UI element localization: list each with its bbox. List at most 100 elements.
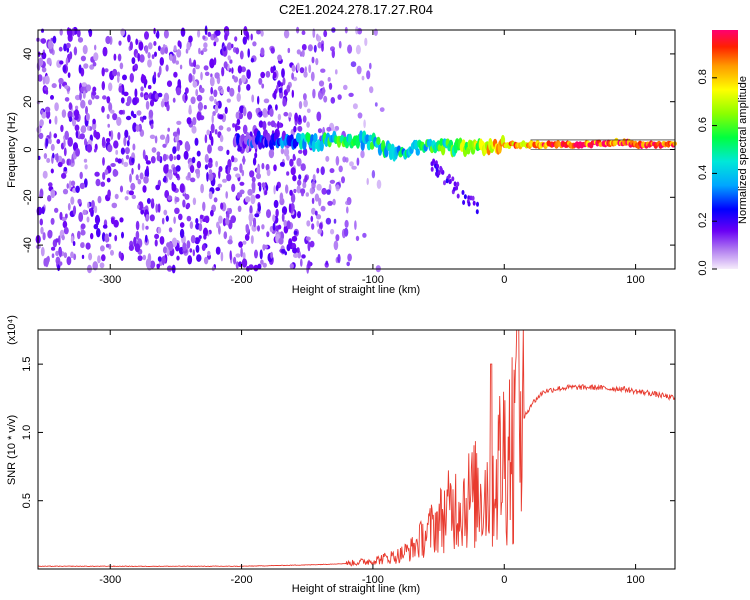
noise-blob [163,209,168,216]
noise-blob [273,199,279,209]
noise-blob [201,244,206,251]
noise-blob [277,113,282,121]
noise-blob [316,167,320,174]
noise-blob [44,75,50,85]
noise-blob [171,183,177,192]
noise-blob [43,153,48,159]
noise-blob [260,30,264,37]
noise-blob [202,201,206,212]
noise-blob [135,124,140,132]
noise-blob [269,225,274,233]
noise-blob [235,261,239,269]
noise-blob [266,209,271,219]
noise-blob [140,86,144,92]
noise-blob [254,249,258,259]
noise-blob [219,134,224,143]
noise-blob [251,176,256,183]
noise-blob [61,172,67,179]
noise-blob [100,245,105,252]
noise-blob [247,111,253,120]
noise-blob [147,52,151,59]
noise-blob [356,65,362,75]
noise-blob [345,200,351,206]
noise-blob [196,160,202,169]
noise-blob [247,48,250,58]
noise-blob [313,44,317,53]
noise-blob [58,46,63,52]
noise-blob [276,84,279,91]
noise-blob [146,198,151,204]
noise-blob [159,134,166,140]
noise-blob [144,154,149,162]
spectrogram-ridge [232,130,677,215]
noise-blob [72,241,76,246]
ridge-tail-blob [467,201,471,207]
noise-blob [41,66,47,73]
noise-blob [63,139,66,148]
noise-blob [144,234,148,243]
noise-blob [163,29,169,39]
noise-blob [249,205,253,215]
noise-blob [55,152,59,163]
noise-blob [242,106,247,117]
noise-blob [68,116,73,122]
noise-blob [215,160,219,168]
noise-blob [258,184,262,192]
noise-blob [101,105,105,113]
noise-blob [93,148,97,153]
noise-blob [315,214,322,220]
noise-blob [102,46,108,57]
noise-blob [266,231,270,238]
noise-blob [156,263,160,268]
noise-blob [374,102,378,107]
noise-blob [239,163,243,174]
noise-blob [192,117,197,126]
noise-blob [93,223,99,230]
noise-blob [69,51,73,60]
noise-blob [305,236,311,241]
noise-blob [188,35,193,43]
noise-blob [162,246,168,254]
noise-blob [311,181,316,190]
noise-blob [50,168,54,174]
noise-blob [293,230,298,235]
noise-blob [214,129,218,135]
noise-blob [341,176,345,184]
noise-blob [150,156,156,164]
noise-blob [203,256,209,265]
noise-blob [135,230,140,240]
noise-blob [316,111,322,122]
noise-blob [144,31,149,40]
noise-blob [237,84,241,93]
noise-blob [157,203,161,213]
noise-blob [208,169,213,175]
noise-blob [74,124,80,132]
noise-blob [325,217,332,225]
noise-blob [286,220,291,230]
noise-blob [176,49,182,58]
noise-blob [124,196,129,201]
noise-blob [233,256,237,265]
noise-blob [326,126,332,132]
noise-blob [147,85,152,90]
noise-blob [257,263,262,270]
noise-blob [165,136,169,146]
noise-blob [139,116,143,122]
noise-blob [145,214,150,220]
noise-blob [297,125,303,132]
noise-blob [165,215,169,222]
noise-blob [196,150,201,157]
noise-blob [118,109,124,115]
noise-blob [63,226,69,235]
noise-blob [64,97,70,102]
noise-blob [79,171,83,180]
noise-blob [215,187,221,192]
noise-blob [251,181,256,191]
ridge-tail-blob [461,190,465,195]
noise-blob [312,174,316,182]
noise-blob [238,241,244,248]
noise-blob [298,114,302,123]
noise-blob [148,109,154,119]
noise-blob [179,64,183,70]
